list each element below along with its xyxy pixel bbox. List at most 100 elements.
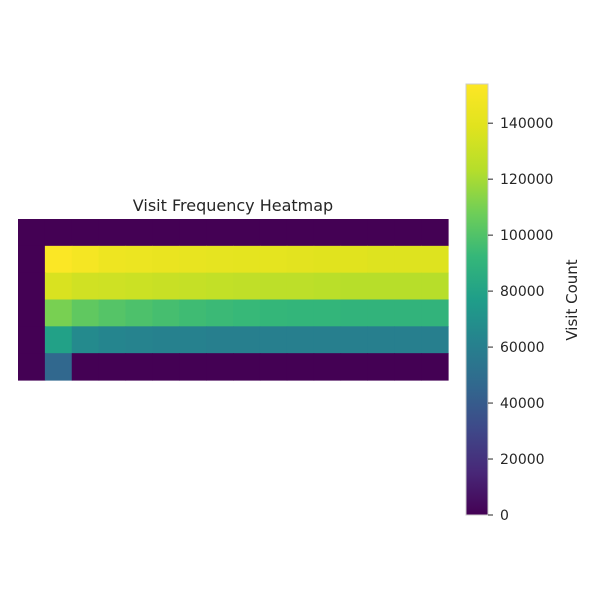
heatmap-cell [71,219,100,247]
heatmap-cell [98,353,127,381]
colorbar-tick-label: 40000 [500,396,545,412]
heatmap-cell [98,272,127,301]
heatmap-cell [206,299,234,327]
colorbar-tick-label: 20000 [500,452,545,468]
heatmap-cell [18,219,46,247]
heatmap-cell [394,245,422,274]
heatmap-cell [125,326,153,354]
chart-title: Visit Frequency Heatmap [133,196,333,215]
heatmap-cell [98,326,127,354]
colorbar-tick-label: 0 [500,508,509,524]
heatmap-cell [179,299,207,327]
heatmap-cell [340,245,368,274]
heatmap-cell [259,245,288,274]
heatmap-cell [421,245,449,274]
heatmap-cell [44,272,73,301]
heatmap-cell [179,353,207,381]
colorbar-tick-label: 60000 [500,340,545,356]
heatmap-cell [206,245,234,274]
heatmap-cell [206,272,234,301]
heatmap-cell [367,245,395,274]
heatmap-cell [152,272,180,301]
colorbar [465,83,489,516]
heatmap-cell [367,272,395,301]
heatmap-cell [206,219,234,247]
heatmap-cell [71,353,100,381]
heatmap-cell [421,299,449,327]
heatmap-cell [394,219,422,247]
heatmap-cell [98,245,127,274]
colorbar-tick-label: 140000 [500,116,553,132]
heatmap-cell [313,299,342,327]
heatmap-cell [71,245,100,274]
heatmap-cell [18,272,46,301]
heatmap-cell [367,219,395,247]
heatmap-cell [313,353,342,381]
heatmap-cell [340,299,368,327]
heatmap-cell [152,219,180,247]
heatmap-cell [286,299,315,327]
heatmap-cell [18,245,46,274]
heatmap-cell [340,272,368,301]
heatmap-cell [44,245,73,274]
heatmap-cell [340,326,368,354]
heatmap-cell [313,272,342,301]
heatmap-cell [98,299,127,327]
heatmap-cell [179,219,207,247]
heatmap-cell [179,326,207,354]
heatmap-cell [340,219,368,247]
heatmap-cell [259,299,288,327]
heatmap-cell [340,353,368,381]
heatmap-cell [286,272,315,301]
heatmap-cell [421,353,449,381]
heatmap-cell [71,272,100,301]
colorbar-ticks: 0 20000 40000 60000 80000 100000 120000 140000 [488,116,553,524]
heatmap-cell [233,272,261,301]
heatmap-cell [394,272,422,301]
heatmap-cell [259,353,288,381]
heatmap-cell [98,219,127,247]
heatmap-cell [206,353,234,381]
heatmap-cell [152,326,180,354]
heatmap-cell [71,299,100,327]
heatmap-cell [313,219,342,247]
heatmap-cell [259,272,288,301]
heatmap-cell [233,245,261,274]
heatmap-cell [233,326,261,354]
heatmap-cell [286,326,315,354]
colorbar-label: Visit Count [563,259,581,340]
heatmap-cell [18,353,46,381]
heatmap-cell [233,299,261,327]
heatmap-cell [125,299,153,327]
heatmap-cell [125,245,153,274]
heatmap-cell [71,326,100,354]
heatmap-cells [18,219,449,381]
heatmap-cell [125,219,153,247]
heatmap-cell [152,245,180,274]
heatmap-cell [206,326,234,354]
heatmap-cell [179,272,207,301]
heatmap-cell [18,299,46,327]
colorbar-tick-label: 80000 [500,284,545,300]
heatmap-cell [44,219,73,247]
heatmap-cell [179,245,207,274]
heatmap-cell [421,219,449,247]
heatmap-cell [394,353,422,381]
heatmap-cell [44,353,73,381]
heatmap-cell [394,326,422,354]
heatmap-cell [394,299,422,327]
heatmap-cell [313,326,342,354]
heatmap-cell [259,219,288,247]
heatmap-cell [421,272,449,301]
heatmap-cell [259,326,288,354]
heatmap-cell [286,353,315,381]
colorbar-tick-label: 120000 [500,172,553,188]
heatmap-cell [313,245,342,274]
heatmap-cell [367,299,395,327]
heatmap-cell [152,299,180,327]
heatmap-cell [44,326,73,354]
heatmap-cell [125,353,153,381]
heatmap-cell [286,219,315,247]
heatmap-cell [286,245,315,274]
